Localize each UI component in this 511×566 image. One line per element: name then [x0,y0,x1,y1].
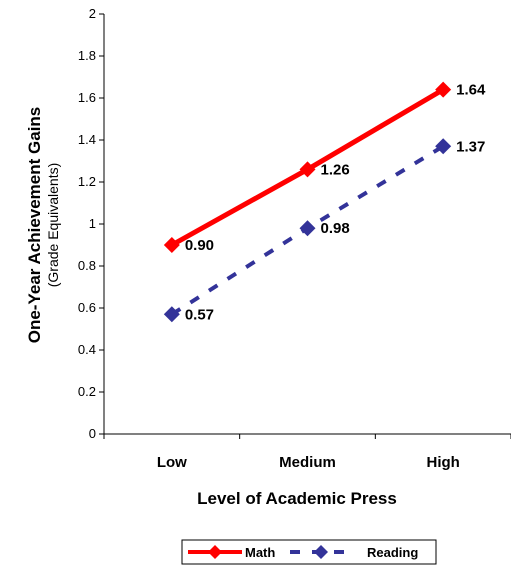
legend-math-marker [208,545,222,559]
data-label-reading: 0.98 [321,220,350,237]
legend-reading-marker [314,545,328,559]
y-axis-subtitle: (Grade Equivalents) [45,163,61,288]
y-axis-ticks: 0 0.2 0.4 0.6 0.8 1 1.2 1.4 1.6 1.8 2 [78,6,104,441]
legend-reading-label: Reading [367,545,418,560]
y-tick-label: 1.2 [78,174,96,189]
y-tick-label: 1.6 [78,90,96,105]
data-label-math: 0.90 [185,237,214,254]
y-tick-label: 2 [89,6,96,21]
y-tick-label: 0.4 [78,342,96,357]
data-point-reading [299,220,316,237]
x-category-label: Low [157,454,187,471]
data-point-math [299,161,316,178]
y-tick-label: 0 [89,426,96,441]
data-point-math [435,81,452,98]
y-tick-label: 0.6 [78,300,96,315]
y-tick-label: 0.2 [78,384,96,399]
legend-math-label: Math [245,545,275,560]
data-label-reading: 0.57 [185,306,214,323]
y-axis-title: One-Year Achievement Gains [25,107,44,344]
y-tick-label: 0.8 [78,258,96,273]
y-tick-label: 1.4 [78,132,96,147]
data-label-math: 1.64 [456,82,486,99]
x-category-label: High [427,454,460,471]
data-label-reading: 1.37 [456,138,485,155]
x-category-label: Medium [279,454,336,471]
y-tick-label: 1 [89,216,96,231]
data-point-math [163,237,180,253]
y-tick-label: 1.8 [78,48,96,63]
data-label-math: 1.26 [321,161,350,178]
x-axis-title: Level of Academic Press [197,489,397,508]
data-point-reading [435,138,452,155]
data-point-reading [163,306,180,323]
legend: Math Reading [181,539,437,565]
x-axis-ticks: Low Medium High [103,434,511,471]
series-group: 0.90 1.26 1.64 0.57 0.98 1.37 [163,81,486,323]
